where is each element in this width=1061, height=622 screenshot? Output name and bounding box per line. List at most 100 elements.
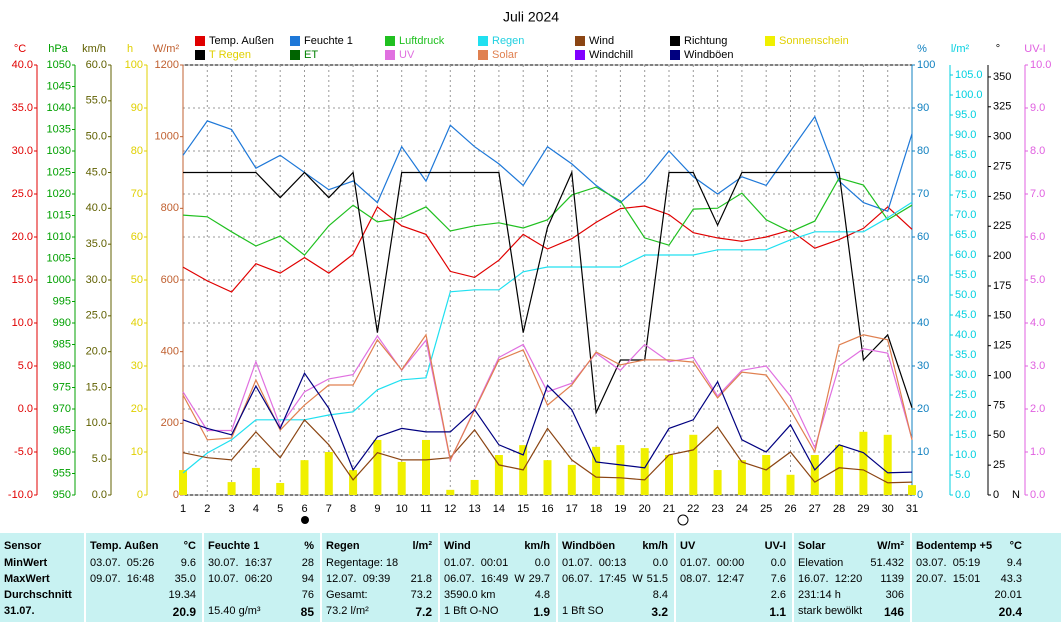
x-tick-label: 19 — [614, 503, 626, 515]
y-tick-label: 1035 — [47, 123, 71, 135]
x-tick-label: 15 — [517, 503, 529, 515]
legend-swatch — [478, 36, 488, 46]
column-title: Regen — [326, 540, 360, 552]
legend-swatch — [478, 50, 488, 60]
y-tick-label: 5.0 — [92, 453, 107, 465]
y-tick-label: 400 — [161, 346, 179, 358]
table-cell: 21.8 — [410, 573, 432, 585]
x-tick-label: 26 — [784, 503, 796, 515]
axis-title: hPa — [48, 43, 68, 55]
y-tick-label: 10 — [131, 446, 143, 458]
column-separator — [84, 533, 86, 622]
table-cell: 06.07. 17:45 W — [562, 573, 643, 585]
y-tick-label: 10.0 — [86, 417, 107, 429]
legend-swatch — [385, 50, 395, 60]
bar — [227, 482, 236, 495]
x-tick-label: 18 — [590, 503, 602, 515]
x-tick-label: 3 — [229, 503, 235, 515]
bar — [762, 455, 771, 495]
bar — [179, 470, 187, 495]
table-cell: 01.07. 00:13 — [562, 557, 627, 569]
y-tick-label: 30.0 — [12, 145, 33, 157]
column-separator — [556, 533, 558, 622]
column-separator — [674, 533, 676, 622]
y-tick-label: 10.0 — [955, 449, 976, 461]
y-tick-label: 10.0 — [1030, 59, 1051, 71]
legend-label: T Regen — [209, 49, 251, 61]
y-tick-label: 15.0 — [12, 274, 33, 286]
y-tick-label: 55.0 — [86, 95, 107, 107]
y-tick-label: 40 — [131, 317, 143, 329]
x-tick-label: 21 — [663, 503, 675, 515]
y-tick-label: 90 — [131, 102, 143, 114]
table-cell: 2.6 — [770, 589, 786, 601]
legend-swatch — [575, 50, 585, 60]
y-tick-label: 1000 — [155, 131, 179, 143]
y-tick-label: 30.0 — [955, 369, 976, 381]
y-tick-label: 50.0 — [955, 289, 976, 301]
y-tick-label: 35.0 — [12, 102, 33, 114]
x-tick-label: 4 — [253, 503, 259, 515]
x-tick-label: 13 — [468, 503, 480, 515]
y-tick-label: 80 — [131, 145, 143, 157]
series-line — [182, 177, 913, 256]
series-line — [182, 205, 913, 293]
axis-title: h — [127, 43, 133, 55]
legend-label: Wind — [589, 35, 614, 47]
table-cell: 7.6 — [770, 573, 786, 585]
axis-title: W/m² — [153, 43, 180, 55]
column-unit: l/m² — [412, 540, 432, 552]
x-tick-label: 28 — [833, 503, 845, 515]
y-tick-label: 1000 — [47, 274, 71, 286]
x-tick-label: 29 — [857, 503, 869, 515]
table-cell: 1.1 — [769, 605, 786, 619]
legend-swatch — [195, 50, 205, 60]
bar — [786, 474, 795, 495]
y-tick-label: 80.0 — [955, 169, 976, 181]
y-tick-label: 5.0 — [1030, 274, 1045, 286]
y-tick-label: 90.0 — [955, 129, 976, 141]
bar — [276, 482, 285, 495]
y-tick-label: 275 — [993, 160, 1011, 172]
y-tick-label: 10 — [917, 446, 929, 458]
column-title: Bodentemp +5 — [916, 540, 993, 552]
y-tick-label: 975 — [53, 381, 71, 393]
table-cell: 1 Bft O-NO — [444, 605, 499, 617]
row-label: MinWert — [4, 557, 48, 569]
x-tick-label: 31 — [906, 503, 918, 515]
y-tick-label: 1050 — [47, 59, 71, 71]
y-tick-label: 50.0 — [86, 131, 107, 143]
table-cell: 12.07. 09:39 — [326, 573, 391, 585]
y-tick-label: 1010 — [47, 231, 71, 243]
y-tick-label: 1015 — [47, 209, 71, 221]
y-tick-label: 50 — [917, 274, 929, 286]
legend-label: Luftdruck — [399, 35, 445, 47]
bar — [689, 434, 698, 495]
y-tick-label: 5.0 — [18, 360, 33, 372]
table-cell: Elevation — [798, 557, 844, 569]
column-unit: km/h — [642, 540, 668, 552]
x-tick-label: 1 — [180, 503, 186, 515]
x-tick-label: 30 — [882, 503, 894, 515]
y-tick-label: 150 — [993, 310, 1011, 322]
table-cell: 51.432 — [870, 557, 904, 569]
table-cell: 30.07. 16:37 — [208, 557, 273, 569]
x-tick-label: 14 — [493, 503, 505, 515]
y-tick-label: 0.0 — [18, 403, 33, 415]
table-cell: 1139 — [880, 573, 904, 585]
table-cell: 146 — [883, 605, 904, 619]
y-tick-label: 25.0 — [12, 188, 33, 200]
y-tick-label: 40.0 — [955, 329, 976, 341]
legend-swatch — [765, 36, 775, 46]
bar — [251, 467, 260, 495]
table-cell: 20.07. 15:01 — [916, 573, 981, 585]
y-tick-label: 0.0 — [92, 489, 107, 501]
bar — [349, 470, 358, 495]
y-tick-label: 20 — [917, 403, 929, 415]
y-tick-label: 100.0 — [955, 89, 983, 101]
y-tick-label: 1.0 — [1030, 446, 1045, 458]
column-title: Temp. Außen — [90, 540, 159, 552]
y-tick-label: 80 — [917, 145, 929, 157]
table-cell: 1 Bft SO — [562, 605, 604, 617]
legend-swatch — [290, 36, 300, 46]
